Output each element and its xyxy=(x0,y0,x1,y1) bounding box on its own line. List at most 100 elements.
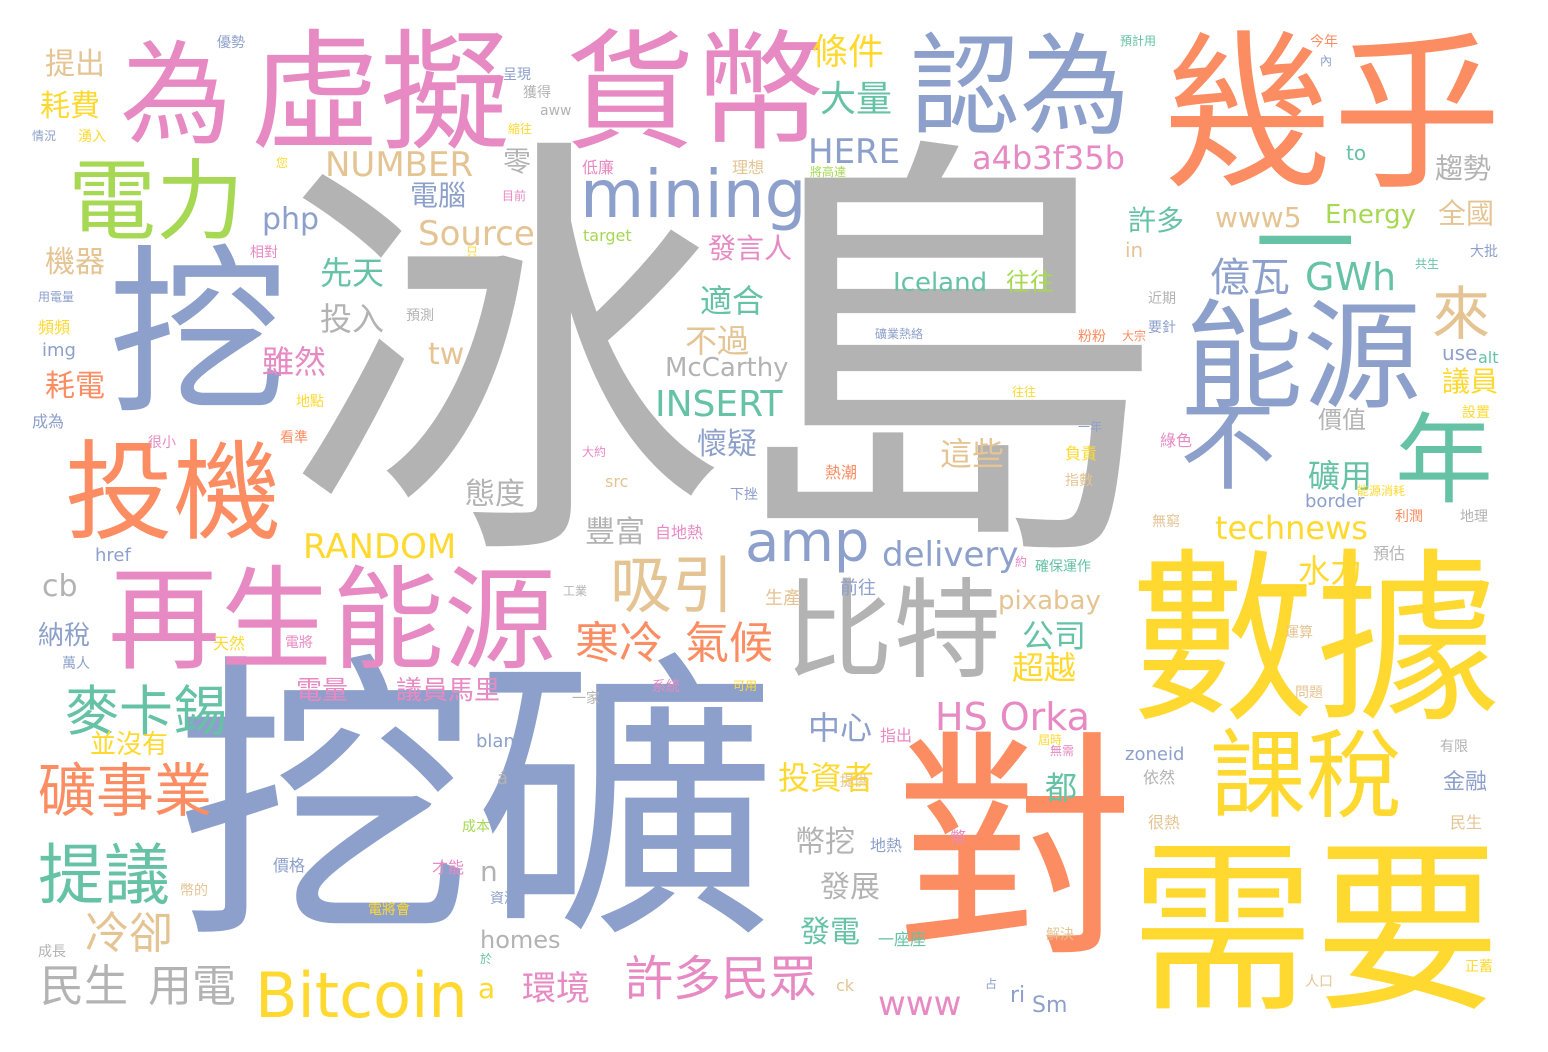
cloud-word: 挖礦 xyxy=(175,630,775,979)
cloud-word: 價值 xyxy=(1318,406,1366,434)
cloud-word: 可用 xyxy=(733,679,758,693)
cloud-word: 能源 xyxy=(1185,288,1422,426)
cloud-word: 約 xyxy=(1015,555,1028,569)
cloud-word: 要針 xyxy=(1148,320,1176,336)
cloud-word: 零 xyxy=(503,145,532,178)
cloud-word: 中心 xyxy=(808,709,873,747)
cloud-word: 預測 xyxy=(406,308,434,324)
cloud-word: 條件 xyxy=(812,32,885,73)
cloud-word: 寒冷 xyxy=(575,618,663,669)
cloud-word: 才能 xyxy=(432,858,465,877)
cloud-word: Source xyxy=(418,214,535,254)
cloud-word: 氣候 xyxy=(685,618,773,669)
cloud-word: 一年 xyxy=(1078,420,1103,434)
cloud-word: href xyxy=(95,545,131,566)
cloud-word: 屆時 xyxy=(1038,733,1063,747)
cloud-word: 不過 xyxy=(685,322,750,360)
cloud-word: 再生能源 xyxy=(108,556,556,686)
cloud-word: 相對 xyxy=(250,245,278,261)
cloud-word: mining xyxy=(580,156,807,233)
cloud-word: 投資者 xyxy=(778,759,875,797)
cloud-word: 無窮 xyxy=(1152,514,1180,530)
cloud-word: 超越 xyxy=(1012,649,1077,687)
cloud-word: ri xyxy=(1010,983,1026,1008)
cloud-word: 低廉 xyxy=(582,158,615,177)
cloud-word: 很小 xyxy=(148,435,176,451)
cloud-word: 電量 xyxy=(296,676,349,706)
cloud-word: 負責 xyxy=(1065,444,1098,463)
cloud-word: 生產 xyxy=(765,588,801,609)
cloud-word: 這些 xyxy=(940,435,1005,473)
cloud-word: 年 xyxy=(1395,404,1494,518)
cloud-word: 地熱 xyxy=(870,836,903,855)
cloud-word: 耗電 xyxy=(45,369,105,404)
cloud-word: delivery xyxy=(882,535,1019,575)
cloud-word: img xyxy=(42,340,76,361)
cloud-word: 很熱 xyxy=(1148,813,1181,832)
cloud-word: 冰島 xyxy=(285,104,1165,616)
cloud-word: 預估 xyxy=(1373,544,1406,563)
cloud-word: to xyxy=(1346,141,1367,165)
cloud-word: 大量 xyxy=(820,79,893,120)
cloud-word: 綠色 xyxy=(1160,431,1193,450)
cloud-word: 比特 xyxy=(785,569,1002,694)
cloud-word: 無需 xyxy=(1050,744,1075,758)
cloud-word: 雖然 xyxy=(262,343,327,381)
cloud-word: 成本 xyxy=(462,819,490,835)
cloud-word: a xyxy=(478,972,496,1005)
cloud-word: 確保運作 xyxy=(1035,559,1091,575)
cloud-word: 目前 xyxy=(502,189,527,203)
cloud-word: 前往 xyxy=(840,578,876,599)
cloud-word: 優勢 xyxy=(217,35,245,51)
cloud-word: 粉粉 xyxy=(1078,329,1106,345)
cloud-word: 天然 xyxy=(213,634,246,653)
cloud-word: 許多 xyxy=(1128,204,1185,237)
cloud-word: a4b3f35b xyxy=(972,139,1125,177)
cloud-word: pixabay xyxy=(998,586,1101,616)
cloud-word: 頻頻 xyxy=(38,318,71,337)
cloud-word: 大約 xyxy=(582,445,607,459)
cloud-word: 發言人 xyxy=(708,232,793,265)
cloud-word: 設置 xyxy=(1462,405,1490,421)
cloud-word: cb xyxy=(42,569,78,604)
cloud-word: 發電 xyxy=(800,915,860,950)
cloud-word: www5 xyxy=(1215,201,1302,234)
cloud-word: 幣挖 xyxy=(795,825,855,860)
cloud-word: 下挫 xyxy=(730,487,758,503)
cloud-word: GWh xyxy=(1305,255,1397,299)
cloud-word: 依然 xyxy=(1143,768,1176,787)
cloud-word: HERE xyxy=(808,132,901,172)
cloud-word: 認為 xyxy=(910,23,1130,151)
cloud-word: 大宗 xyxy=(1122,329,1147,343)
cloud-word: 指出 xyxy=(880,726,913,745)
cloud-word: 預計用 xyxy=(1120,34,1157,48)
cloud-word: 獲得 xyxy=(523,85,551,101)
cloud-word: 先天 xyxy=(320,254,385,292)
cloud-word: 環境 xyxy=(522,969,590,1009)
cloud-word: 往往 xyxy=(1006,268,1054,296)
cloud-word: 一家 xyxy=(572,691,600,707)
cloud-word: 數據 xyxy=(1130,532,1500,748)
cloud-word: 並沒有 xyxy=(90,730,169,760)
cloud-word: 民生 xyxy=(40,961,128,1012)
cloud-word: á xyxy=(497,768,509,789)
cloud-word: 機器 xyxy=(45,245,105,280)
cloud-word: 縮往 xyxy=(508,122,533,136)
cloud-word: 萬人 xyxy=(62,656,90,672)
cloud-word: 吸引 xyxy=(610,549,735,622)
cloud-word: 看準 xyxy=(280,430,308,446)
cloud-word: 不 xyxy=(1180,392,1276,504)
cloud-word: 您 xyxy=(276,156,289,170)
cloud-word: 往往 xyxy=(1012,385,1037,399)
cloud-word: 發展 xyxy=(820,870,880,905)
cloud-word: 豐富 xyxy=(585,515,645,550)
cloud-word: 適合 xyxy=(700,282,765,320)
cloud-word: 提議 xyxy=(38,837,170,914)
cloud-word: technews xyxy=(1215,509,1368,547)
cloud-word: 幣的 xyxy=(180,883,208,899)
cloud-word: 議員馬里 xyxy=(396,676,501,706)
cloud-word: 麥卡錫 xyxy=(65,680,227,743)
cloud-word: 地點 xyxy=(296,394,324,410)
cloud-word: 系統 xyxy=(652,679,680,695)
